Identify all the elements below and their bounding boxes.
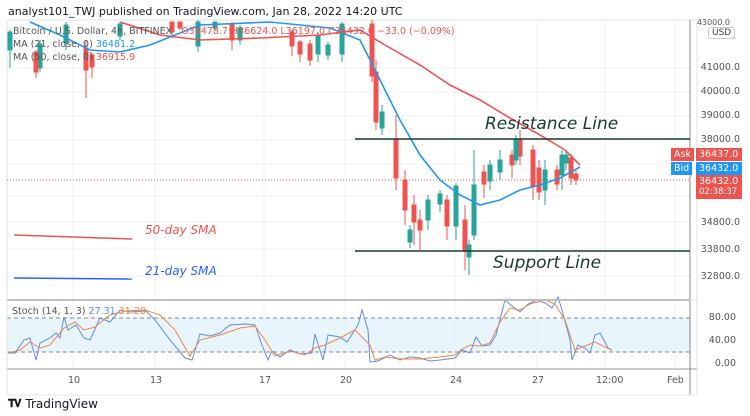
tradingview-footer[interactable]: 𝐓𝐕 TradingView (8, 397, 98, 411)
time-tick: 24 (450, 375, 463, 386)
sma50-label: 50-day SMA (145, 223, 217, 237)
stoch-d-value: 31.20 (118, 306, 146, 317)
stoch-tick: 40.00 (708, 335, 736, 346)
price-tick: 33800.0 (700, 244, 740, 255)
currency-badge[interactable]: USD (708, 27, 736, 39)
ask-label: Ask (671, 148, 694, 161)
ohlc-values: O36478.7 H36624.0 L36197.0 C36432.0 −33.… (181, 26, 455, 37)
stoch-legend[interactable]: Stoch (14, 1, 3) 27.31 31.20 (12, 306, 146, 317)
brand-name: TradingView (25, 397, 98, 411)
ask-value: 36437.0 (696, 148, 742, 161)
stoch-tick: 0.00 (714, 358, 736, 369)
price-tick: 40000.0 (700, 86, 740, 97)
ma21-label: MA (21, close, 0) (13, 39, 93, 50)
price-tick: 43000.0 (696, 18, 730, 27)
ma50-value: 36915.9 (95, 52, 136, 63)
publisher-caption: analyst101_TWJ published on TradingView.… (8, 5, 403, 18)
stoch-k-value: 27.31 (88, 306, 116, 317)
tradingview-logo-icon: 𝐓𝐕 (8, 397, 21, 410)
ma21-line (29, 21, 581, 206)
last-price-tag: 36432.0 02:38:37 (696, 175, 742, 199)
symbol-name: Bitcoin / U.S. Dollar, 4h, BITFINEX (13, 26, 173, 37)
time-tick: 20 (340, 375, 353, 386)
last-price: 36432.0 (699, 176, 739, 187)
price-tick: 39000.0 (700, 110, 740, 121)
price-tick: 38000.0 (700, 134, 740, 145)
time-tick: 27 (532, 375, 545, 386)
time-tick: 10 (68, 375, 81, 386)
price-tick: 32800.0 (700, 271, 740, 282)
price-tick: 34800.0 (700, 217, 740, 228)
time-tick: 13 (150, 375, 163, 386)
stoch-label: Stoch (14, 1, 3) (12, 306, 86, 317)
time-tick: 12:00 (596, 375, 624, 386)
ma21-legend[interactable]: MA (21, close, 0) 36481.2 (13, 39, 135, 50)
support-label: Support Line (493, 253, 602, 273)
time-tick: Feb (667, 375, 684, 386)
sma21-label: 21-day SMA (145, 264, 217, 278)
resistance-label: Resistance Line (485, 114, 619, 134)
ma50-label: MA (50, close, 0) (13, 52, 93, 63)
bid-value: 36432.0 (696, 162, 742, 175)
bid-label: Bid (671, 162, 693, 175)
time-tick: 17 (259, 375, 272, 386)
ma50-legend[interactable]: MA (50, close, 0) 36915.9 (13, 52, 135, 63)
grid (7, 20, 690, 370)
stoch-tick: 80.00 (708, 312, 736, 323)
bar-countdown: 02:38:37 (699, 187, 738, 197)
ma21-value: 36481.2 (95, 39, 136, 50)
symbol-legend: Bitcoin / U.S. Dollar, 4h, BITFINEX O364… (13, 26, 455, 37)
stoch-d-line (7, 299, 613, 361)
price-tick: 41000.0 (700, 62, 740, 73)
ma50-line (119, 21, 581, 166)
